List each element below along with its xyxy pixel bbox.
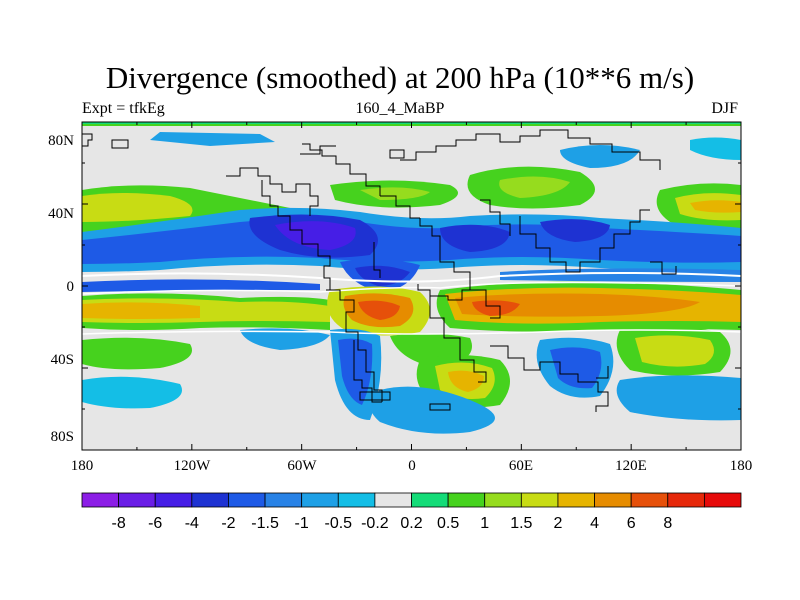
axis-ticks [81, 121, 742, 451]
lon-tick-label: 60E [509, 458, 533, 474]
experiment-label: Expt = tfkEg [82, 100, 165, 117]
colorbar-swatch [447, 492, 486, 508]
colorbar-swatch [118, 492, 156, 508]
run-label: 160_4_MaBP [355, 100, 445, 117]
colorbar-swatch [667, 492, 705, 508]
colorbar-swatch [337, 492, 376, 508]
colorbar-swatch [484, 492, 522, 508]
colorbar-label: -2 [221, 515, 235, 532]
colorbar-label: -4 [185, 515, 199, 532]
colorbar-label: 6 [627, 515, 636, 532]
lon-tick-label: 180 [730, 458, 753, 474]
latitude-axis: 80N 40N 0 40S 80S [48, 133, 74, 445]
colorbar-label: 1 [480, 515, 489, 532]
colorbar-swatch [81, 492, 120, 508]
lon-tick-label: 180 [71, 458, 94, 474]
lat-tick-label: 40N [48, 206, 74, 222]
colorbar-label: 2 [553, 515, 562, 532]
colorbar-label: 0.5 [437, 515, 459, 532]
season-label: DJF [711, 100, 738, 117]
colorbar-swatch [154, 492, 193, 508]
lat-tick-label: 40S [51, 352, 74, 368]
colorbar-swatch [301, 492, 339, 508]
map-title: Divergence (smoothed) at 200 hPa (10**6 … [105, 60, 695, 95]
colorbar: -8 -6 -4 -2 -1.5 -1 -0.5 -0.2 0.2 0.5 1 1.5 2 4 6 8 [81, 492, 742, 532]
colorbar-swatch [191, 492, 229, 508]
colorbar-label: -8 [111, 515, 125, 532]
lon-tick-label: 60W [287, 458, 317, 474]
colorbar-label: -0.2 [361, 515, 389, 532]
colorbar-label: 1.5 [510, 515, 532, 532]
colorbar-label: -0.5 [324, 515, 352, 532]
colorbar-label: -1 [295, 515, 309, 532]
lat-tick-label: 80S [51, 429, 74, 445]
colorbar-swatch [374, 492, 412, 508]
colorbar-swatch [594, 492, 632, 508]
contour-field [82, 122, 741, 450]
coastlines [82, 129, 677, 412]
colorbar-label: -6 [148, 515, 162, 532]
colorbar-swatch [520, 492, 559, 508]
colorbar-label: 0.2 [400, 515, 422, 532]
colorbar-label: 8 [663, 515, 672, 532]
colorbar-swatch [557, 492, 595, 508]
colorbar-swatch [703, 492, 742, 508]
colorbar-swatch [264, 492, 303, 508]
colorbar-swatch [630, 492, 669, 508]
lon-tick-label: 120E [615, 458, 647, 474]
colorbar-label: -1.5 [251, 515, 279, 532]
colorbar-swatch [228, 492, 266, 508]
lat-tick-label: 80N [48, 133, 74, 149]
lon-tick-label: 0 [408, 458, 416, 474]
longitude-axis: 180 120W 60W 0 60E 120E 180 [71, 458, 753, 474]
lat-tick-label: 0 [67, 279, 75, 295]
colorbar-swatch [411, 492, 449, 508]
lon-tick-label: 120W [174, 458, 212, 474]
colorbar-label: 4 [590, 515, 599, 532]
